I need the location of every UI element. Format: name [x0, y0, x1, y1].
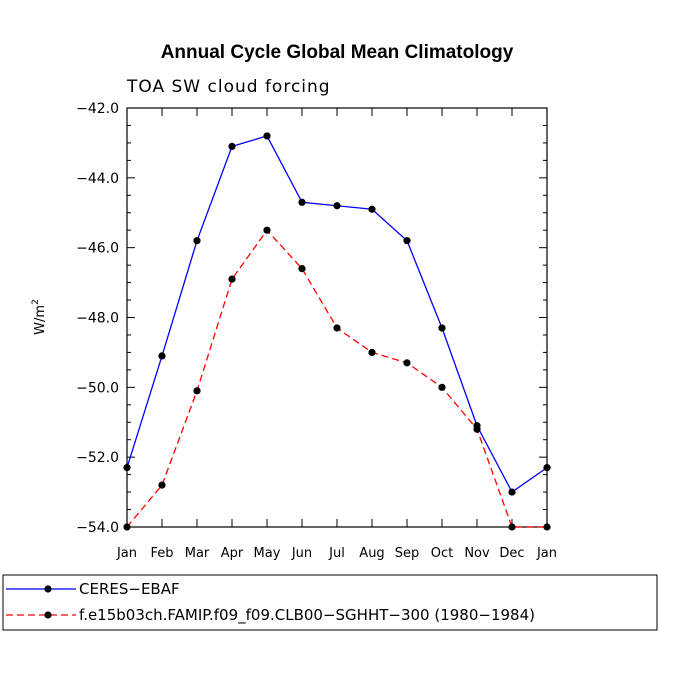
x-tick-label: Jul	[328, 546, 345, 561]
x-tick-label: Oct	[431, 546, 453, 561]
legend-box	[2, 574, 658, 631]
data-point-series-1	[298, 265, 306, 273]
data-point-series-1	[403, 359, 411, 367]
legend-label-1: f.e15b03ch.FAMIP.f09_f09.CLB00−SGHHT−300…	[79, 606, 535, 625]
data-point-series-0	[368, 205, 376, 213]
x-tick-label: Dec	[499, 546, 524, 561]
y-tick-label: −52.0	[76, 450, 119, 466]
data-point-series-1	[263, 226, 271, 234]
data-point-series-0	[158, 352, 166, 360]
series-points	[123, 132, 551, 531]
y-axis: −42.0 −44.0 −46.0 −48.0 −50.0 −52.0 −54.0	[76, 101, 547, 536]
data-point-series-1	[158, 481, 166, 489]
legend-marker-0	[44, 585, 52, 593]
x-tick-label: Mar	[185, 546, 210, 561]
plot-frame	[126, 107, 548, 528]
chart-subtitle: TOA SW cloud forcing	[126, 77, 331, 97]
y-tick-label: −42.0	[76, 101, 119, 117]
series-line-1	[126, 229, 547, 528]
y-axis-label-superscript: 2	[31, 299, 41, 305]
series-line-0	[126, 135, 548, 494]
y-tick-label: −46.0	[76, 241, 119, 257]
data-point-series-0	[508, 488, 516, 496]
data-point-series-0	[438, 324, 446, 332]
data-point-series-1	[123, 523, 131, 531]
x-tick-label: May	[254, 546, 281, 561]
data-point-series-1	[193, 387, 201, 395]
plot-area: −42.0 −44.0 −46.0 −48.0 −50.0 −52.0 −54.0 Jan F…	[76, 101, 557, 561]
data-point-series-0	[228, 142, 236, 151]
data-point-series-1	[438, 383, 446, 391]
data-point-series-0	[543, 464, 551, 472]
x-tick-label: Aug	[359, 546, 384, 561]
x-tick-label: Apr	[221, 546, 244, 561]
chart-title: Annual Cycle Global Mean Climatology	[161, 42, 514, 63]
data-point-series-0	[193, 237, 201, 245]
x-axis: Jan Feb Mar Apr May Jun Jul Aug Sep Oct Nov Dec Jan	[116, 108, 557, 561]
data-point-series-0	[263, 132, 271, 140]
y-tick-label: −50.0	[76, 380, 119, 396]
x-tick-label: Jan	[116, 546, 137, 561]
data-point-series-1	[543, 523, 551, 531]
y-axis-label-text: W/m	[33, 305, 48, 335]
data-point-series-1	[508, 523, 516, 531]
data-point-series-1	[333, 324, 341, 332]
data-point-series-0	[298, 198, 306, 206]
x-tick-label: Nov	[464, 546, 490, 561]
legend-label-0: CERES−EBAF	[79, 580, 180, 598]
legend: CERES−EBAF f.e15b03ch.FAMIP.f09_f09.CLB00…	[2, 574, 658, 631]
data-point-series-1	[368, 348, 376, 357]
y-tick-label: −48.0	[76, 311, 119, 327]
legend-marker-1	[44, 611, 52, 619]
data-point-series-0	[123, 464, 131, 472]
y-tick-label: −54.0	[76, 520, 119, 536]
data-point-series-0	[333, 202, 341, 210]
y-axis-label: W/m2	[31, 299, 48, 335]
x-tick-label: Jun	[291, 546, 312, 561]
x-tick-label: Feb	[150, 546, 173, 561]
x-tick-label: Jan	[536, 546, 557, 561]
data-point-series-1	[473, 425, 481, 433]
data-point-series-1	[228, 275, 236, 283]
x-tick-label: Sep	[395, 546, 420, 561]
y-tick-label: −44.0	[76, 171, 119, 187]
data-point-series-0	[403, 237, 411, 245]
